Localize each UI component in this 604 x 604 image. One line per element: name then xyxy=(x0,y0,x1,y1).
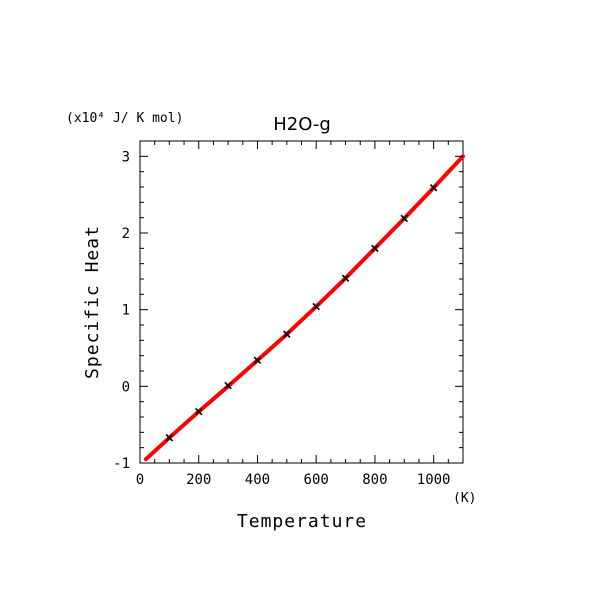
data-point-marker xyxy=(400,214,409,223)
data-point-marker xyxy=(283,330,291,338)
marker-stroke xyxy=(400,214,409,223)
x-tick-label: 600 xyxy=(304,472,329,488)
y-axis-label: Specific Heat xyxy=(82,225,103,379)
x-axis-label: Temperature xyxy=(237,511,367,532)
y-tick-label: 2 xyxy=(122,226,130,242)
data-point-marker xyxy=(194,407,203,416)
marker-stroke xyxy=(312,302,320,311)
marker-stroke xyxy=(283,330,291,338)
y-tick-label: 1 xyxy=(122,303,130,319)
data-point-marker xyxy=(341,274,350,282)
x-tick-label: 400 xyxy=(245,472,270,488)
y-tick-label: 3 xyxy=(122,149,130,165)
x-tick-label: 800 xyxy=(362,472,387,488)
data-point-marker xyxy=(429,184,438,192)
marker-stroke xyxy=(253,356,262,365)
marker-stroke xyxy=(341,274,350,282)
chart-title: H2O-g xyxy=(273,114,331,135)
data-point-marker xyxy=(224,381,232,390)
marker-stroke xyxy=(371,244,379,253)
x-tick-label: 200 xyxy=(186,472,211,488)
data-point-marker xyxy=(165,433,174,442)
marker-stroke xyxy=(224,381,232,390)
marker-stroke xyxy=(429,184,438,192)
data-point-marker xyxy=(253,356,262,365)
x-tick-label: 0 xyxy=(136,472,144,488)
data-point-marker xyxy=(312,302,320,311)
marker-stroke xyxy=(165,433,174,442)
data-point-marker xyxy=(371,244,379,253)
x-tick-label: 1000 xyxy=(417,472,451,488)
plot-frame xyxy=(139,140,464,464)
x-unit-label: (K) xyxy=(453,491,476,506)
y-unit-label: (x10⁴ J/ K mol) xyxy=(66,111,183,126)
y-tick-label: 0 xyxy=(122,379,130,395)
specific-heat-fit-line xyxy=(143,154,465,462)
y-tick-label: -1 xyxy=(113,456,130,472)
marker-stroke xyxy=(194,407,203,416)
